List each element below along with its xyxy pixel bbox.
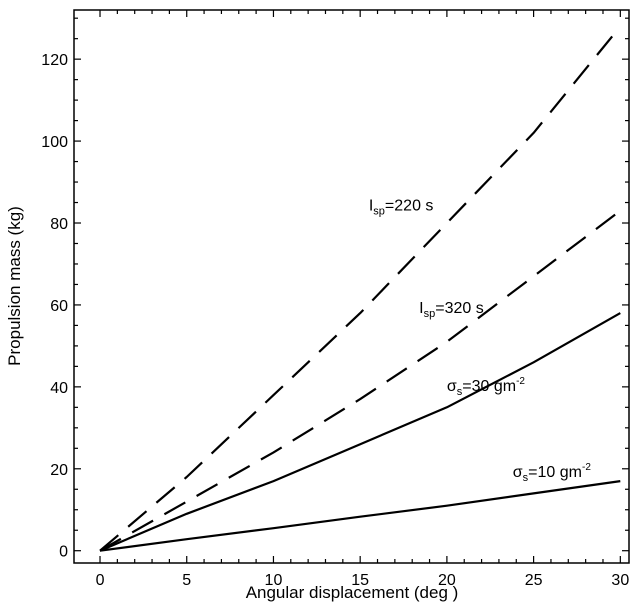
y-tick-label: 60 [50,298,68,315]
series-line-4 [99,480,621,552]
x-tick-label: 0 [96,572,105,589]
x-axis-title: Angular displacement (deg ) [246,583,459,602]
y-tick-label: 120 [41,52,68,69]
series-line-2 [99,209,621,552]
x-tick-label: 10 [265,572,283,589]
y-tick-label: 80 [50,216,68,233]
series-line-1 [99,25,622,552]
x-tick-label: 15 [351,572,369,589]
y-axis-title: Propulsion mass (kg) [5,206,24,366]
y-tick-label: 0 [59,544,68,561]
y-tick-label: 40 [50,380,68,397]
x-tick-label: 5 [182,572,191,589]
series-annotation-4: σs=10 gm-2 [513,462,592,484]
x-tick-label: 25 [525,572,543,589]
series-line-3 [99,312,621,552]
y-tick-label: 20 [50,462,68,479]
plot-frame [73,9,630,564]
series-annotation-1: Isp=220 s [369,198,434,218]
x-tick-label: 30 [611,572,629,589]
axis-tick-labels: 0 5 10 15 20 25 30 0 20 40 60 80 100 120 [41,52,629,589]
y-tick-label: 100 [41,134,68,151]
series-annotation-2: Isp=320 s [419,300,484,320]
series-annotation-3: σs=30 gm-2 [447,376,526,398]
x-tick-label: 20 [438,572,456,589]
annotation-layer: Isp=220 s Isp=320 s σs=30 gm-2 σs=10 gm-2 [369,198,591,484]
axis-ticks [74,10,629,563]
series-layer [99,25,622,552]
